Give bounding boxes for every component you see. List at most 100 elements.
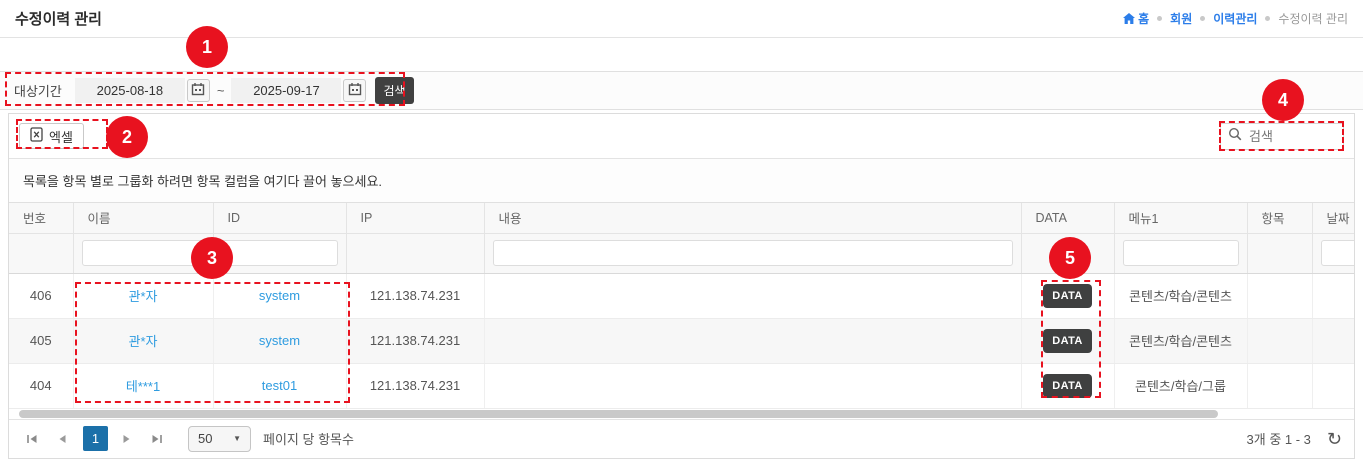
breadcrumb: 홈 회원 이력관리 수정이력 관리 [1123,10,1348,27]
filter-cell-no [9,233,74,274]
name-link[interactable]: 관*자 [128,289,158,304]
column-header-id[interactable]: ID [213,203,347,234]
scrollbar-thumb[interactable] [19,409,1218,418]
refresh-icon[interactable]: ↻ [1326,428,1342,449]
previous-page-button[interactable] [51,428,73,450]
data-button[interactable]: DATA [1043,373,1092,398]
column-header-item[interactable]: 항목 [1247,203,1313,234]
id-link[interactable]: system [258,288,301,303]
name-link[interactable]: 관*자 [128,334,158,349]
cell-content [484,363,1022,409]
cell-item [1247,318,1313,364]
column-header-no[interactable]: 번호 [9,203,74,234]
id-link[interactable]: test01 [261,378,298,393]
cell-id: test01 [213,363,347,409]
cell-date [1312,273,1354,319]
date-filter-input[interactable] [1320,240,1354,266]
name-link[interactable]: 테***1 [125,379,161,394]
table-row: 405 관*자 system 121.138.74.231 DATA 콘텐츠/학… [9,318,1354,364]
table-header-row: 번호 이름 ID IP 내용 DATA 메뉴1 항목 날짜 [9,203,1354,234]
history-table: 번호 이름 ID IP 내용 DATA 메뉴1 항목 날짜 [9,203,1354,409]
home-icon [1123,13,1136,24]
cell-no: 404 [9,363,74,409]
filter-cell-id [213,233,347,274]
cell-data: DATA [1021,318,1115,364]
cell-date [1312,318,1354,364]
breadcrumb-home[interactable]: 홈 [1123,10,1149,27]
pager-summary: 3개 중 1 - 3 [1246,432,1311,447]
filter-cell-menu1 [1114,233,1248,274]
group-hint-text: 목록을 항목 별로 그룹화 하려면 항목 컬럼을 여기다 끌어 놓으세요. [23,174,383,189]
calendar-icon [348,82,362,99]
cell-content [484,318,1022,364]
column-header-data[interactable]: DATA [1021,203,1115,234]
chevron-down-icon: ▼ [233,434,241,443]
column-header-menu1[interactable]: 메뉴1 [1114,203,1248,234]
cell-ip: 121.138.74.231 [346,318,485,364]
calendar-to-button[interactable] [343,79,367,102]
date-to-field[interactable]: 2025-09-17 [231,78,342,103]
id-link[interactable]: system [258,333,301,348]
breadcrumb-dot [1265,16,1271,21]
current-page-button[interactable]: 1 [83,426,108,451]
filter-cell-content [484,233,1022,274]
grid-toolbar: 엑셀 [9,114,1354,159]
data-button[interactable]: DATA [1043,328,1092,353]
calendar-from-button[interactable] [186,79,210,102]
cell-data: DATA [1021,273,1115,319]
cell-name: 테***1 [73,363,214,409]
cell-name: 관*자 [73,318,214,364]
filter-cell-date [1312,233,1354,274]
column-header-content[interactable]: 내용 [484,203,1022,234]
date-range-label: 대상기간 [14,84,62,99]
pager-bar: 1 50 ▼ 페이지 당 항목수 3개 중 1 - 3 ↻ [9,418,1354,458]
table-filter-row [9,233,1354,274]
filter-cell-ip [346,233,485,274]
cell-item [1247,273,1313,319]
cell-no: 405 [9,318,74,364]
date-from-field[interactable]: 2025-08-18 [74,78,185,103]
data-button[interactable]: DATA [1043,283,1092,308]
group-drop-zone[interactable]: 목록을 항목 별로 그룹화 하려면 항목 컬럼을 여기다 끌어 놓으세요. [9,159,1354,203]
breadcrumb-history[interactable]: 이력관리 [1213,12,1258,26]
grid-search-input[interactable] [1249,128,1329,144]
header-bar: 수정이력 관리 홈 회원 이력관리 수정이력 관리 [0,0,1363,38]
column-header-name[interactable]: 이름 [73,203,214,234]
breadcrumb-dot [1157,16,1163,21]
last-page-button[interactable] [146,428,168,450]
cell-id: system [213,318,347,364]
excel-button-label: 엑셀 [49,129,73,145]
grid-card: 엑셀 목록을 항목 별로 그룹화 하려면 항목 컬럼을 여기다 끌어 놓으세요.… [8,113,1355,459]
id-filter-input[interactable] [221,240,338,266]
breadcrumb-member[interactable]: 회원 [1170,12,1193,26]
breadcrumb-current: 수정이력 관리 [1278,12,1348,26]
column-header-date[interactable]: 날짜 [1312,203,1354,234]
next-page-button[interactable] [116,428,138,450]
first-page-button[interactable] [21,428,43,450]
date-range-tilde: ~ [216,83,225,98]
cell-ip: 121.138.74.231 [346,273,485,319]
cell-item [1247,363,1313,409]
column-header-ip[interactable]: IP [346,203,485,234]
horizontal-scrollbar[interactable] [9,408,1354,419]
cell-no: 406 [9,273,74,319]
date-search-button[interactable]: 검색 [375,77,414,104]
cell-name: 관*자 [73,273,214,319]
cell-menu1: 콘텐츠/학습/콘텐츠 [1114,273,1248,319]
cell-ip: 121.138.74.231 [346,363,485,409]
calendar-icon [191,82,205,99]
filter-cell-name [73,233,214,274]
date-filter-strip: 대상기간 2025-08-18 ~ 2025-09-17 검색 [0,71,1363,110]
menu1-filter-input[interactable] [1122,240,1239,266]
excel-file-icon [30,127,43,145]
name-filter-input[interactable] [81,240,205,266]
cell-data: DATA [1021,363,1115,409]
page-size-dropdown[interactable]: 50 ▼ [188,425,251,452]
table-row: 404 테***1 test01 121.138.74.231 DATA 콘텐츠… [9,363,1354,409]
content-filter-input[interactable] [492,240,1013,266]
filter-cell-data [1021,233,1115,274]
filter-cell-item [1247,233,1313,274]
excel-export-button[interactable]: 엑셀 [19,123,84,149]
grid-search-box [1220,122,1344,150]
page-size-value: 50 [198,431,213,446]
